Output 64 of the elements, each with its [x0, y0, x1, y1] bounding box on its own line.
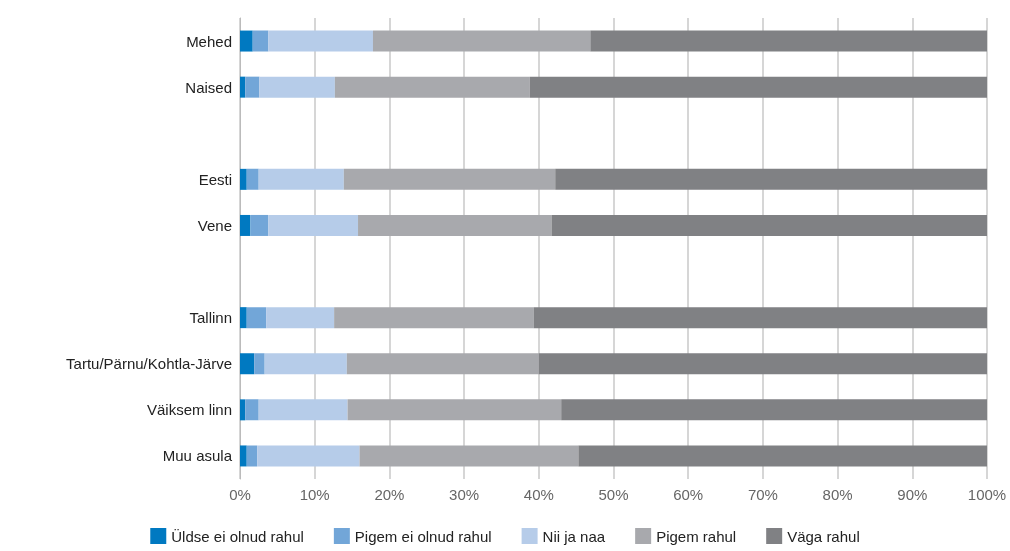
- bar: [245, 399, 259, 421]
- x-tick-label: 100%: [967, 486, 1007, 503]
- x-tick-label: 70%: [747, 486, 778, 503]
- bar: [240, 353, 255, 375]
- bar: [372, 30, 591, 52]
- bar: [268, 30, 373, 52]
- bar: [334, 76, 530, 98]
- bar: [343, 168, 556, 190]
- x-tick-label: 90%: [897, 486, 928, 503]
- bar: [590, 30, 987, 52]
- x-tick-label: 10%: [299, 486, 330, 503]
- x-tick-label: 50%: [598, 486, 629, 503]
- bar: [533, 307, 987, 329]
- bar: [246, 445, 258, 467]
- legend-label: Pigem rahul: [656, 527, 737, 545]
- legend-label: Väga rahul: [787, 527, 860, 545]
- legend-label: Üldse ei olnud rahul: [171, 527, 304, 545]
- bar: [258, 168, 344, 190]
- bar: [240, 168, 247, 190]
- y-tick-label: Eesti: [198, 170, 232, 188]
- bar: [555, 168, 987, 190]
- bar: [240, 76, 246, 98]
- x-tick-label: 60%: [673, 486, 704, 503]
- bar: [561, 399, 987, 421]
- bar: [257, 445, 360, 467]
- bar: [250, 214, 269, 236]
- bar: [551, 214, 987, 236]
- bar: [240, 399, 246, 421]
- bar: [245, 76, 260, 98]
- bar: [358, 214, 552, 236]
- x-tick-label: 20%: [374, 486, 405, 503]
- bar: [346, 353, 539, 375]
- bar: [334, 307, 534, 329]
- bar: [347, 399, 562, 421]
- bar: [359, 445, 579, 467]
- bar: [264, 353, 347, 375]
- bar: [259, 76, 335, 98]
- bar: [240, 214, 251, 236]
- y-tick-label: Muu asula: [162, 447, 233, 465]
- y-tick-label: Tartu/Pärnu/Kohtla-Järve: [66, 355, 232, 373]
- y-tick-label: Naised: [185, 78, 232, 96]
- x-tick-label: 30%: [449, 486, 480, 503]
- bar: [246, 168, 259, 190]
- bar: [252, 30, 269, 52]
- y-tick-label: Vene: [197, 216, 232, 234]
- bar: [240, 445, 247, 467]
- bar: [538, 353, 987, 375]
- bar: [529, 76, 987, 98]
- bar: [578, 445, 987, 467]
- x-tick-label: 80%: [822, 486, 853, 503]
- legend-label: Pigem ei olnud rahul: [354, 527, 492, 545]
- x-tick-label: 0%: [229, 486, 251, 503]
- bar: [258, 399, 348, 421]
- legend-label: Nii ja naa: [542, 527, 606, 545]
- y-tick-label: Mehed: [186, 32, 232, 50]
- y-tick-label: Väiksem linn: [146, 401, 232, 419]
- y-tick-label: Tallinn: [189, 309, 232, 327]
- bar: [246, 307, 267, 329]
- bar: [266, 307, 335, 329]
- x-tick-label: 40%: [523, 486, 554, 503]
- bar: [254, 353, 265, 375]
- bar: [240, 307, 247, 329]
- bar: [240, 30, 253, 52]
- bar: [268, 214, 359, 236]
